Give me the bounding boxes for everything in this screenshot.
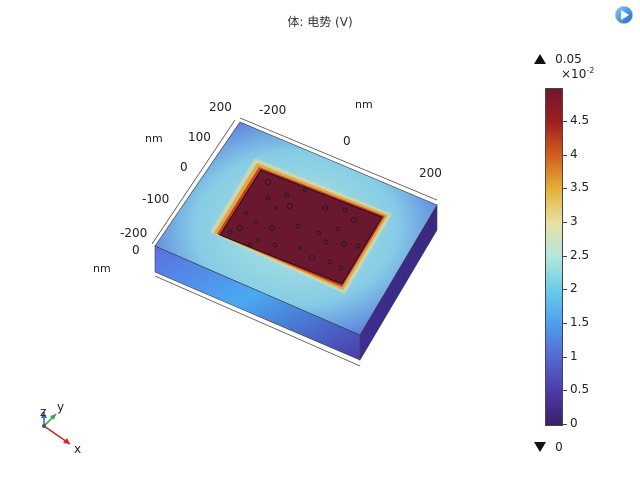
min-triangle-icon bbox=[534, 441, 546, 452]
colorbar-tick-label: 3 bbox=[570, 214, 578, 228]
tick-left-neg100: -100 bbox=[142, 192, 170, 206]
tick-left-neg200: -200 bbox=[120, 226, 148, 240]
tick-left-100: 100 bbox=[188, 130, 211, 144]
colorbar-tick-label: 3.5 bbox=[570, 180, 590, 195]
axes-triad bbox=[41, 412, 71, 445]
colorbar-tick-label: 2 bbox=[570, 281, 578, 296]
colorbar-tick-mark bbox=[562, 424, 567, 425]
colorbar-tick-mark bbox=[562, 188, 567, 190]
colorbar-tick-label: 0 bbox=[570, 416, 578, 430]
tick-left-200: 200 bbox=[209, 100, 232, 114]
tick-top-neg200: -200 bbox=[259, 103, 287, 117]
comsol-logo-icon[interactable] bbox=[613, 5, 635, 25]
max-triangle-icon bbox=[534, 53, 546, 64]
colorbar-tick-label: 1.5 bbox=[570, 315, 590, 329]
colorbar-exponent: ×10-2 bbox=[561, 66, 595, 81]
colorbar-tick-mark bbox=[562, 390, 567, 392]
triad-y-label: y bbox=[57, 400, 65, 414]
colorbar bbox=[545, 88, 563, 426]
colorbar-tick-label: 4 bbox=[570, 146, 578, 161]
triad-x-label: x bbox=[74, 442, 82, 456]
tick-left-0: 0 bbox=[180, 160, 188, 174]
plot-title: 体: 电势 (V) bbox=[287, 15, 353, 29]
tick-left-zero: 0 bbox=[132, 243, 140, 257]
colorbar-tick-mark bbox=[562, 222, 567, 223]
colorbar-tick-mark bbox=[562, 154, 567, 156]
axis-lines bbox=[151, 117, 438, 367]
unit-label-top: nm bbox=[355, 98, 373, 111]
colorbar-tick-mark bbox=[562, 289, 567, 291]
colorbar-min: 0 bbox=[534, 436, 563, 455]
unit-label-left2: nm bbox=[93, 262, 111, 275]
colorbar-tick-label: 1 bbox=[570, 348, 578, 363]
particles bbox=[227, 179, 361, 271]
triad-z-label: z bbox=[40, 405, 47, 419]
tick-top-0: 0 bbox=[343, 134, 351, 148]
colorbar-tick-label: 4.5 bbox=[570, 113, 590, 127]
electrode-plate bbox=[219, 169, 383, 285]
colorbar-tick-label: 0.5 bbox=[570, 382, 590, 397]
unit-label-left1: nm bbox=[145, 132, 163, 145]
colorbar-tick-label: 2.5 bbox=[570, 247, 590, 262]
colorbar-tick-mark bbox=[562, 121, 567, 122]
colorbar-tick-mark bbox=[562, 323, 567, 324]
colorbar-max: 0.05 bbox=[534, 48, 582, 67]
tick-top-200: 200 bbox=[419, 166, 442, 180]
colorbar-tick-mark bbox=[562, 356, 567, 358]
colorbar-tick-mark bbox=[562, 255, 567, 257]
